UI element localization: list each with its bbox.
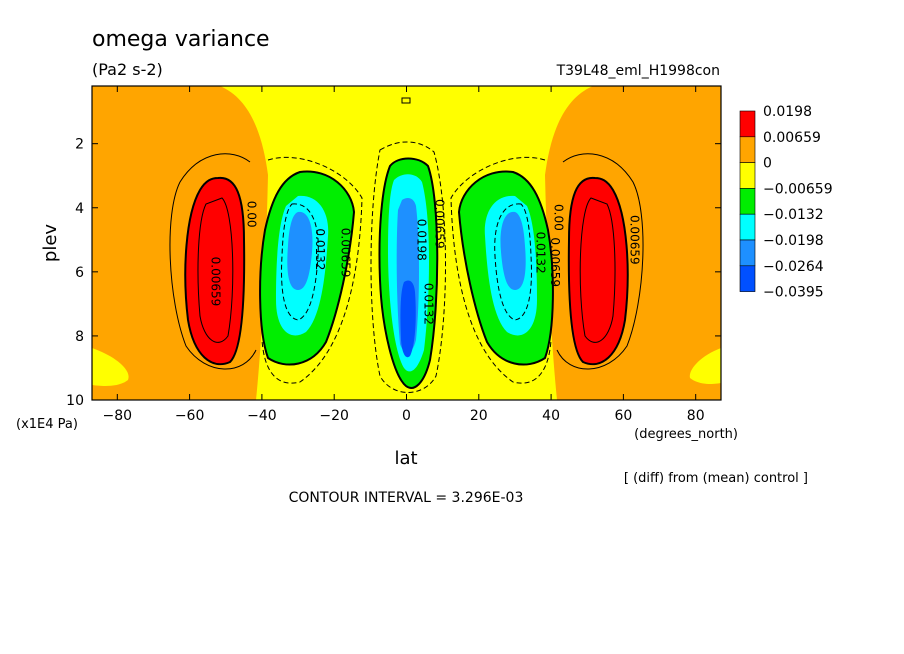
legend-swatch xyxy=(739,188,756,215)
legend-label: −0.0132 xyxy=(763,207,824,223)
contour-label: 0.0132 xyxy=(313,228,327,270)
contour-label: 0.00659 xyxy=(338,228,352,278)
y-tick-label: 8 xyxy=(75,329,84,345)
legend-label: −0.00659 xyxy=(763,181,833,197)
y-tick-label: 6 xyxy=(75,265,84,281)
legend-swatch xyxy=(739,213,756,241)
colorbar-legend: 0.0198 0.00659 0 −0.00659 −0.0132 −0.0198 −0.0… xyxy=(739,104,833,301)
contour-label: 0.0198 xyxy=(414,219,428,261)
contour-orange-north xyxy=(556,153,644,370)
x-tick-label: −40 xyxy=(247,408,277,424)
legend-swatch xyxy=(739,265,756,292)
dashed-contour-equator xyxy=(370,141,446,393)
contour-label: 0.00 xyxy=(552,204,566,231)
x-tick-label: 0 xyxy=(402,408,411,424)
dashed-contour-north xyxy=(450,156,552,384)
red-region-north xyxy=(567,176,629,366)
x-tick-label: 60 xyxy=(614,408,632,424)
y-axis-label: plev xyxy=(40,224,61,263)
legend-swatch xyxy=(739,239,756,267)
contour-orange-south xyxy=(169,153,257,370)
legend-label: 0.0198 xyxy=(763,104,812,120)
legend-label: −0.0198 xyxy=(763,233,824,249)
legend-label: 0 xyxy=(763,156,772,172)
x-axis-label: lat xyxy=(394,448,417,469)
contour-red-inner-south xyxy=(197,197,234,343)
legend-swatch xyxy=(739,162,756,189)
y-axis: 2 4 6 8 10 xyxy=(66,137,721,409)
contour-label: 0.00659 xyxy=(548,237,562,287)
contour-label: 0.00659 xyxy=(628,215,642,265)
y-tick-label: 2 xyxy=(75,137,84,153)
legend-label: 0.00659 xyxy=(763,130,821,146)
x-axis-units: (degrees_north) xyxy=(634,427,738,442)
experiment-label: T39L48_eml_H1998con xyxy=(556,63,720,79)
legend-label: −0.0395 xyxy=(763,285,824,301)
blue-region-north xyxy=(500,211,526,290)
contour-lines xyxy=(169,153,644,370)
x-tick-label: 40 xyxy=(542,408,560,424)
chart-units: (Pa2 s-2) xyxy=(92,60,163,79)
contour-label: 0.00659 xyxy=(432,199,446,249)
deepblue-region-equator xyxy=(400,280,416,358)
x-tick-label: −60 xyxy=(175,408,205,424)
contour-label: 0.0132 xyxy=(534,232,548,274)
dashed-contours xyxy=(261,141,552,393)
x-tick-label: 80 xyxy=(687,408,705,424)
y-axis-units: (x1E4 Pa) xyxy=(16,417,78,432)
dashed-contour-inner-south xyxy=(281,203,319,321)
x-axis: −80 −60 −40 −20 0 20 40 60 80 xyxy=(103,86,705,424)
legend-label: −0.0264 xyxy=(763,259,824,275)
legend-swatch xyxy=(739,110,756,138)
x-tick-label: −80 xyxy=(103,408,133,424)
yellow-corner-sw xyxy=(92,348,129,386)
contour-red-inner-north xyxy=(579,197,616,343)
yellow-corner-se xyxy=(689,348,721,384)
x-tick-label: 20 xyxy=(470,408,488,424)
y-tick-label: 10 xyxy=(66,393,84,409)
y-tick-label: 4 xyxy=(75,201,84,217)
dashed-contour-south xyxy=(261,156,363,384)
contour-label: 0.00659 xyxy=(208,257,222,307)
diff-note: [ (diff) from (mean) control ] xyxy=(624,471,808,486)
contour-interval: CONTOUR INTERVAL = 3.296E-03 xyxy=(289,490,524,506)
dashed-contour-inner-north xyxy=(494,203,532,321)
blue-region-south xyxy=(287,211,313,290)
chart-title: omega variance xyxy=(92,27,270,52)
small-contour-box xyxy=(401,97,411,104)
legend-swatch xyxy=(739,136,756,163)
x-tick-label: −20 xyxy=(319,408,349,424)
contour-label: 0.0132 xyxy=(422,283,436,325)
contour-label: 0.00 xyxy=(244,201,258,228)
